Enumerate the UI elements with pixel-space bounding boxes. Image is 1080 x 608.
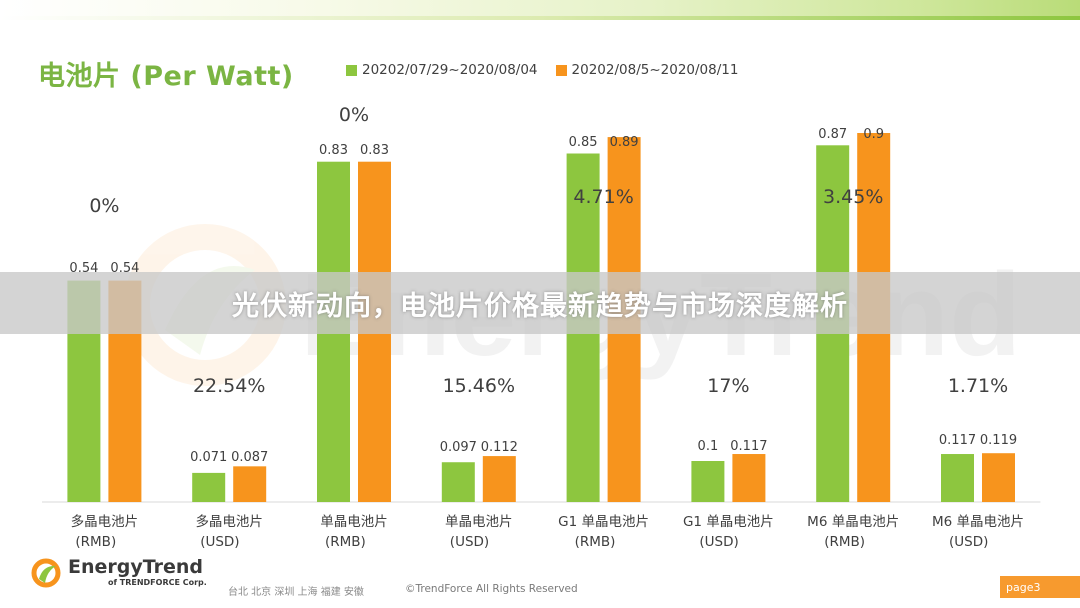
headline-banner: 光伏新动向，电池片价格最新趋势与市场深度解析 [0, 272, 1080, 334]
value-label-series-2-cat-8: 0.119 [980, 433, 1017, 448]
value-label-series-1-cat-6: 0.1 [698, 439, 719, 454]
x-tick-unit-cat-3: (RMB) [325, 534, 366, 550]
value-label-series-2-cat-7: 0.9 [863, 127, 884, 142]
footer-copyright: ©TrendForce All Rights Reserved [405, 583, 578, 595]
x-tick-label-cat-4: 单晶电池片 [445, 514, 513, 530]
top-decoration-strip [0, 0, 1080, 20]
bar-series-2-cat-4 [482, 456, 516, 502]
bar-series-2-cat-6 [732, 454, 766, 502]
value-label-series-2-cat-5: 0.89 [610, 135, 639, 150]
bars-layer: 0.54 0.540%多晶电池片(RMB)0.071 0.08722.54%多晶电池… [42, 104, 1041, 550]
bar-series-1-cat-8 [941, 454, 974, 502]
headline-text: 光伏新动向，电池片价格最新趋势与市场深度解析 [232, 290, 848, 322]
value-label-series-1-cat-2: 0.071 [190, 450, 227, 465]
x-tick-label-cat-2: 多晶电池片 [195, 513, 263, 530]
x-tick-unit-cat-7: (RMB) [824, 534, 865, 550]
logo-text-block: EnergyTrend of TRENDFORCE Corp. [68, 557, 207, 589]
chart-legend: 20202/07/29~2020/08/04 20202/08/5~2020/0… [346, 62, 738, 78]
x-tick-unit-cat-4: (USD) [450, 534, 489, 550]
legend-swatch-series-2 [555, 64, 567, 76]
x-tick-unit-cat-2: (USD) [200, 534, 239, 550]
slide-title: 电池片 (Per Watt) [38, 61, 294, 92]
page-number-tag: page3 [1000, 576, 1080, 598]
x-tick-label-cat-1: 多晶电池片 [71, 513, 139, 530]
bar-series-1-cat-2 [192, 472, 226, 502]
energytrend-logo-icon [31, 558, 61, 588]
x-tick-unit-cat-5: (RMB) [575, 534, 616, 550]
value-label-series-2-cat-4: 0.112 [481, 440, 518, 455]
bar-series-1-cat-4 [441, 462, 475, 502]
percent-change-label-cat-3: 0% [339, 104, 369, 126]
x-tick-label-cat-7: M6 单晶电池片 [807, 514, 899, 530]
x-tick-label-cat-6: G1 单晶电池片 [683, 514, 774, 530]
percent-change-label-cat-1: 0% [89, 195, 119, 217]
legend-swatch-series-1 [346, 64, 357, 76]
value-label-series-1-cat-7: 0.87 [818, 127, 847, 142]
bar-series-2-cat-8 [982, 453, 1015, 502]
x-tick-unit-cat-6: (USD) [699, 534, 738, 550]
bar-series-1-cat-6 [691, 461, 725, 502]
legend-label-series-2: 20202/08/5~2020/08/11 [571, 62, 739, 78]
x-tick-label-cat-3: 单晶电池片 [320, 514, 388, 530]
legend-item-series-1: 20202/07/29~2020/08/04 [346, 62, 538, 78]
value-label-series-2-cat-6: 0.117 [730, 439, 767, 454]
energytrend-logo: EnergyTrend of TRENDFORCE Corp. [30, 557, 207, 589]
percent-change-label-cat-2: 22.54% [193, 375, 265, 397]
percent-change-label-cat-8: 1.71% [948, 375, 1008, 397]
percent-change-label-cat-7: 3.45% [823, 186, 883, 208]
footer-cities: 台北 北京 深圳 上海 福建 安徽 [228, 587, 364, 598]
logo-name: EnergyTrend [68, 556, 204, 578]
bar-series-2-cat-2 [233, 466, 267, 502]
x-tick-label-cat-5: G1 单晶电池片 [558, 514, 649, 530]
legend-label-series-1: 20202/07/29~2020/08/04 [362, 62, 538, 78]
value-label-series-1-cat-3: 0.83 [319, 143, 348, 158]
percent-change-label-cat-5: 4.71% [573, 186, 633, 208]
percent-change-label-cat-4: 15.46% [443, 375, 515, 397]
value-label-series-2-cat-2: 0.087 [231, 450, 268, 465]
legend-item-series-2: 20202/08/5~2020/08/11 [555, 62, 739, 78]
logo-subtitle: of TRENDFORCE Corp. [108, 578, 207, 587]
x-tick-unit-cat-1: (RMB) [75, 534, 116, 550]
x-tick-unit-cat-8: (USD) [949, 534, 988, 550]
value-label-series-1-cat-4: 0.097 [440, 440, 477, 455]
value-label-series-1-cat-5: 0.85 [569, 135, 598, 150]
percent-change-label-cat-6: 17% [707, 375, 749, 397]
value-label-series-1-cat-8: 0.117 [939, 433, 976, 448]
value-label-series-2-cat-3: 0.83 [360, 143, 389, 158]
x-tick-label-cat-8: M6 单晶电池片 [932, 514, 1024, 530]
